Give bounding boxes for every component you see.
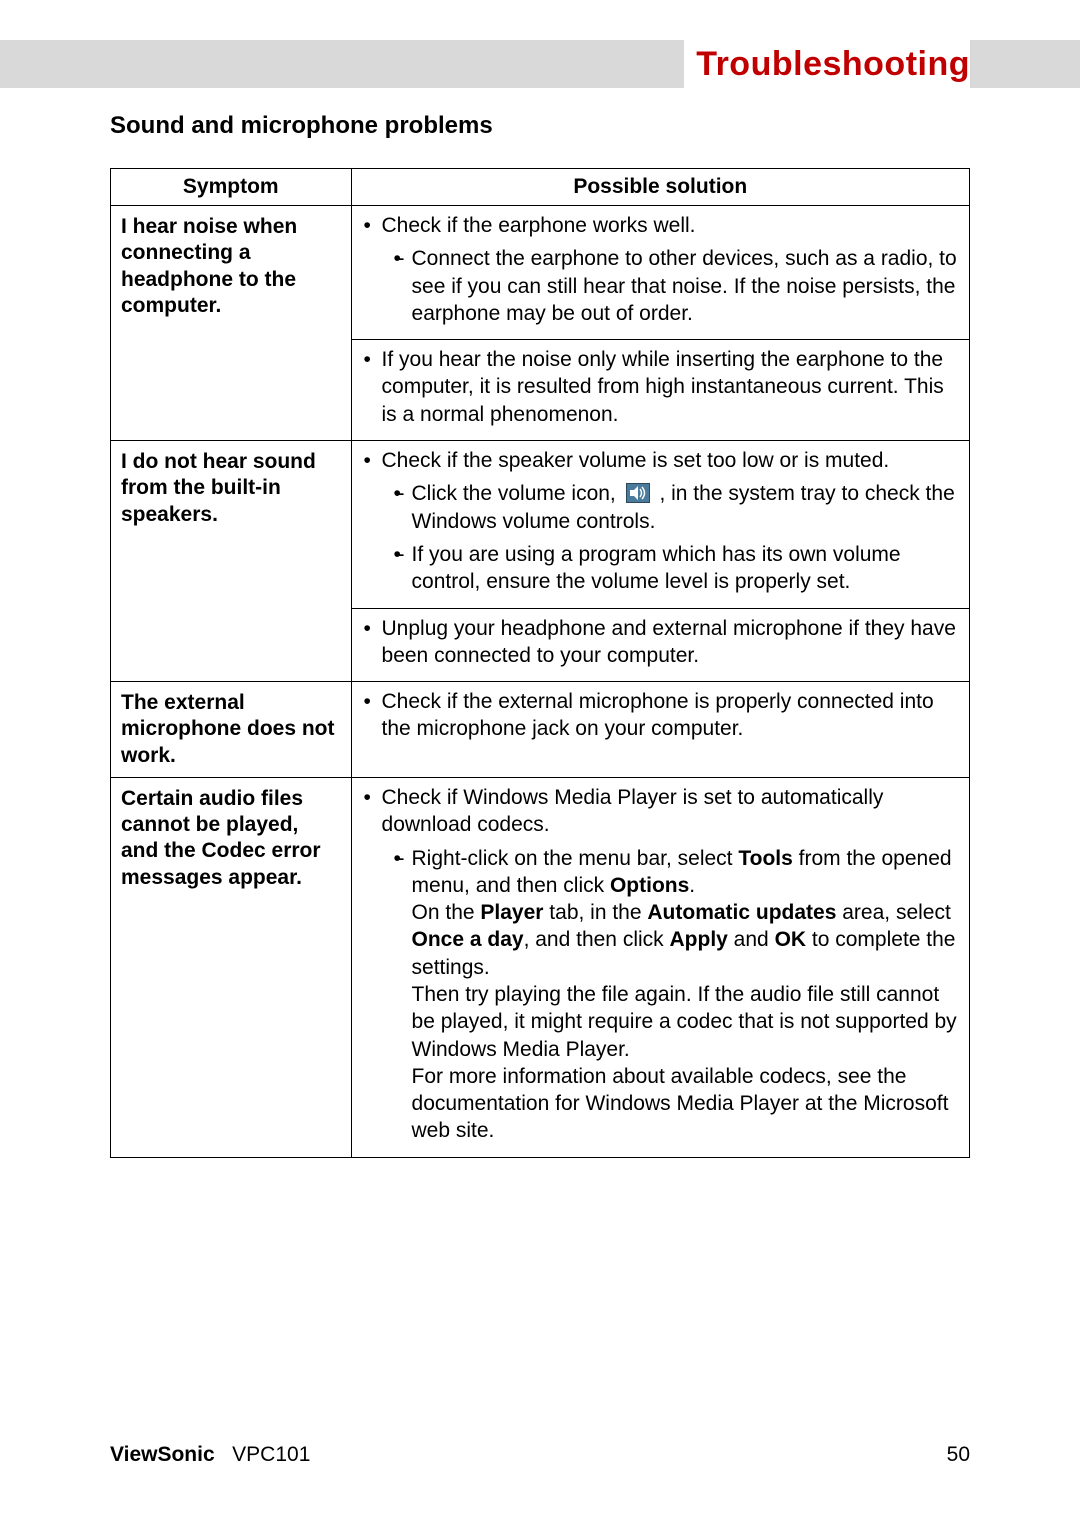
header-symptom: Symptom: [111, 169, 352, 206]
section-title: Sound and microphone problems: [110, 112, 970, 140]
sub-item: - Right-click on the menu bar, select To…: [412, 845, 959, 1145]
footer: ViewSonic VPC101 50: [110, 1443, 970, 1467]
footer-page: 50: [947, 1443, 970, 1467]
table-row: Certain audio files cannot be played, an…: [111, 777, 970, 1157]
t: and: [728, 928, 775, 951]
t: , and then click: [524, 928, 670, 951]
footer-model: VPC101: [232, 1443, 310, 1466]
bullet-item: Check if the earphone works well. -Conne…: [382, 212, 959, 327]
solution-cell: If you hear the noise only while inserti…: [351, 340, 969, 441]
troubleshooting-table: Symptom Possible solution I hear noise w…: [110, 168, 970, 1158]
bullet-item: Check if the speaker volume is set too l…: [382, 447, 959, 595]
t: On the: [412, 901, 481, 924]
t: For more information about available cod…: [412, 1065, 949, 1143]
t-bold: Automatic updates: [647, 901, 836, 924]
sub-item: - Click the volume icon,: [412, 480, 959, 535]
symptom-cell: Certain audio files cannot be played, an…: [111, 777, 352, 1157]
bullet-text: If you hear the noise only while inserti…: [382, 348, 944, 426]
symptom-cell: I do not hear sound from the built-in sp…: [111, 441, 352, 682]
table-header-row: Symptom Possible solution: [111, 169, 970, 206]
solution-cell: Check if the earphone works well. -Conne…: [351, 206, 969, 340]
bullet-item: If you hear the noise only while inserti…: [382, 346, 959, 428]
solution-cell: Check if Windows Media Player is set to …: [351, 777, 969, 1157]
symptom-cell: The external microphone does not work.: [111, 682, 352, 778]
bullet-text: Unplug your headphone and external micro…: [382, 617, 956, 667]
t: tab, in the: [543, 901, 647, 924]
t-bold: Once a day: [412, 928, 524, 951]
solution-cell: Check if the external microphone is prop…: [351, 682, 969, 778]
t: area, select: [836, 901, 950, 924]
sub-text: Connect the earphone to other devices, s…: [412, 247, 957, 325]
solution-cell: Check if the speaker volume is set too l…: [351, 441, 969, 608]
bullet-item: Check if Windows Media Player is set to …: [382, 784, 959, 1145]
bullet-text: Check if the earphone works well.: [382, 214, 696, 237]
volume-icon: [626, 483, 650, 503]
table-row: The external microphone does not work. C…: [111, 682, 970, 778]
bullet-text: Check if Windows Media Player is set to …: [382, 786, 884, 836]
footer-brand: ViewSonic: [110, 1443, 215, 1466]
t-bold: Apply: [670, 928, 728, 951]
header-solution: Possible solution: [351, 169, 969, 206]
t-bold: OK: [775, 928, 807, 951]
bullet-text: Check if the external microphone is prop…: [382, 690, 934, 740]
t: Then try playing the file again. If the …: [412, 983, 957, 1061]
sub-text-pre: Click the volume icon,: [412, 482, 616, 505]
symptom-cell: I hear noise when connecting a headphone…: [111, 206, 352, 441]
content: Sound and microphone problems Symptom Po…: [110, 112, 970, 1158]
solution-cell: Unplug your headphone and external micro…: [351, 608, 969, 682]
bullet-item: Unplug your headphone and external micro…: [382, 615, 959, 670]
table-row: I do not hear sound from the built-in sp…: [111, 441, 970, 608]
t-bold: Tools: [738, 847, 792, 870]
t: .: [689, 874, 695, 897]
t-bold: Options: [610, 874, 689, 897]
t-bold: Player: [480, 901, 543, 924]
sub-text: If you are using a program which has its…: [412, 543, 901, 593]
bullet-text: Check if the speaker volume is set too l…: [382, 449, 890, 472]
t: Right-click on the menu bar, select: [412, 847, 739, 870]
header-title: Troubleshooting: [684, 40, 970, 88]
table-row: I hear noise when connecting a headphone…: [111, 206, 970, 340]
page: Troubleshooting Sound and microphone pro…: [0, 0, 1080, 1527]
sub-item: -If you are using a program which has it…: [412, 541, 959, 596]
sub-item: -Connect the earphone to other devices, …: [412, 245, 959, 327]
bullet-item: Check if the external microphone is prop…: [382, 688, 959, 743]
